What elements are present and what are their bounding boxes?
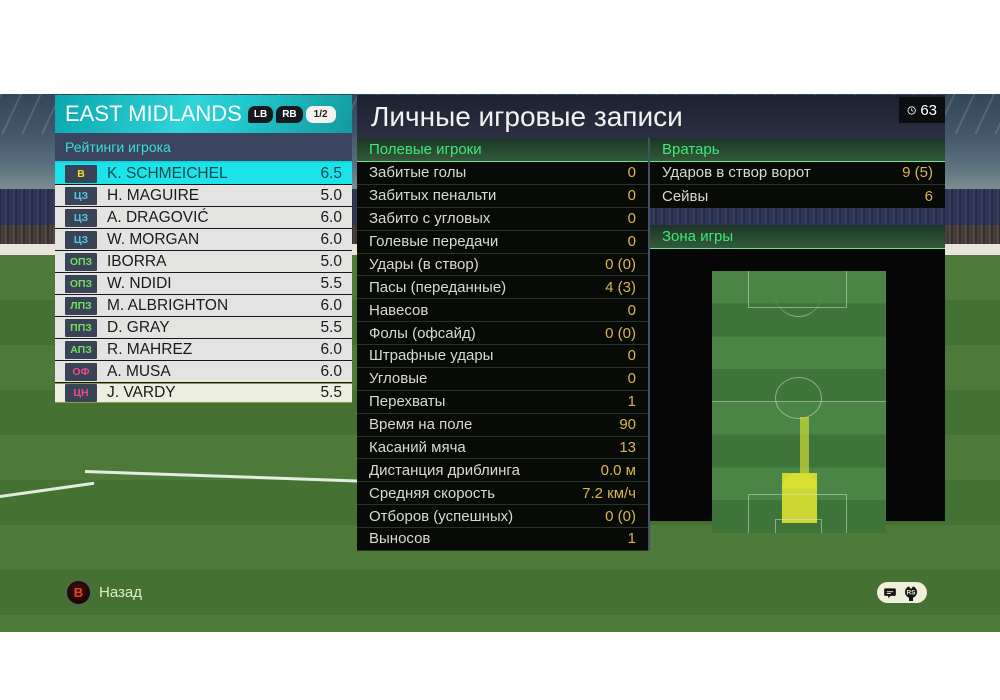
svg-text:RS: RS bbox=[906, 589, 916, 596]
